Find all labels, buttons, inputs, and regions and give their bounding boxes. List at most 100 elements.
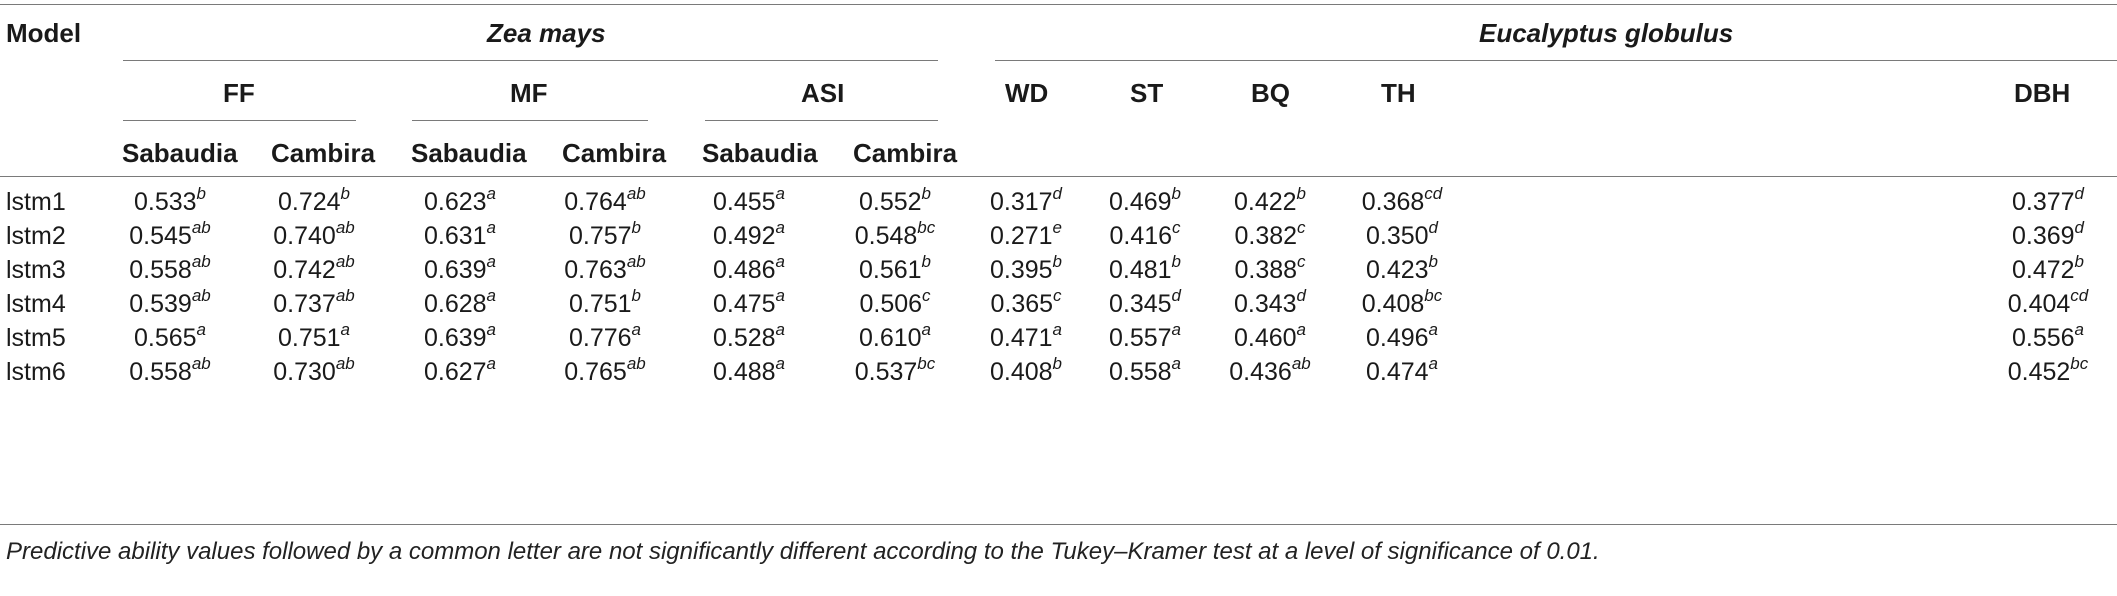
significance-letter: a <box>775 251 786 271</box>
significance-letter: ab <box>626 353 646 373</box>
significance-letter: bc <box>2070 353 2089 373</box>
cell-value: 0.556 <box>2011 324 2075 352</box>
significance-letter: a <box>775 319 786 339</box>
significance-letter: d <box>1052 183 1063 203</box>
significance-letter: a <box>921 319 932 339</box>
significance-letter: a <box>1171 319 1182 339</box>
significance-letter: c <box>1053 285 1062 305</box>
significance-letter: a <box>486 285 497 305</box>
cell-value: 0.631 <box>423 222 487 250</box>
significance-letter: a <box>486 353 497 373</box>
table-cell: 0.730ab <box>244 355 384 387</box>
bq-header: BQ <box>1251 78 1290 108</box>
cell-value: 0.369 <box>2011 222 2075 250</box>
significance-letter: ab <box>626 183 646 203</box>
table-cell: 0.408b <box>956 355 1096 387</box>
table-cell: 0.631a <box>390 219 530 251</box>
cell-value: 0.377 <box>2011 188 2075 216</box>
table-cell: 0.610a <box>825 321 965 353</box>
cell-value: 0.404 <box>2007 290 2071 318</box>
cell-value: 0.610 <box>858 324 922 352</box>
ff-cambira-header: Cambira <box>271 138 376 168</box>
cell-value: 0.382 <box>1234 222 1298 250</box>
significance-letter: a <box>631 319 642 339</box>
table-cell: 0.533b <box>100 185 240 217</box>
cell-value: 0.558 <box>1108 358 1172 386</box>
table-cell: 0.382c <box>1200 219 1340 251</box>
table-cell: 0.537bc <box>825 355 965 387</box>
cell-value: 0.742 <box>273 256 336 284</box>
table-cell: 0.345d <box>1075 287 1215 319</box>
cell-value: 0.757 <box>568 222 632 250</box>
cell-value: 0.343 <box>1233 290 1297 318</box>
significance-letter: a <box>1171 353 1182 373</box>
significance-letter: ab <box>335 353 355 373</box>
row-model-label: lstm5 <box>6 324 66 352</box>
ff-span-rule <box>123 120 356 121</box>
cell-value: 0.724 <box>277 188 341 216</box>
significance-letter: d <box>2074 183 2085 203</box>
significance-letter: e <box>1052 217 1063 237</box>
cell-value: 0.475 <box>712 290 776 318</box>
significance-letter: ab <box>191 353 211 373</box>
table-cell: 0.423b <box>1332 253 1472 285</box>
cell-value: 0.539 <box>129 290 192 318</box>
cell-value: 0.751 <box>277 324 341 352</box>
row-model-label: lstm4 <box>6 290 66 318</box>
significance-letter: a <box>775 353 786 373</box>
table-cell: 0.475a <box>679 287 819 319</box>
significance-letter: a <box>775 183 786 203</box>
table-cell: 0.558ab <box>100 355 240 387</box>
table-cell: 0.737ab <box>244 287 384 319</box>
table-cell: 0.724b <box>244 185 384 217</box>
significance-letter: b <box>340 183 351 203</box>
table-cell: 0.492a <box>679 219 819 251</box>
table-cell: 0.557a <box>1075 321 1215 353</box>
cell-value: 0.565 <box>133 324 197 352</box>
asi-span-rule <box>705 120 938 121</box>
cell-value: 0.474 <box>1365 358 1429 386</box>
significance-letter: a <box>1296 319 1307 339</box>
significance-letter: ab <box>191 217 211 237</box>
table-cell: 0.416c <box>1075 219 1215 251</box>
table-cell: 0.552b <box>825 185 965 217</box>
cell-value: 0.496 <box>1365 324 1429 352</box>
table-cell: 0.628a <box>390 287 530 319</box>
mf-sabaudia-header: Sabaudia <box>411 138 527 168</box>
mf-span-rule <box>412 120 648 121</box>
cell-value: 0.455 <box>712 188 776 216</box>
significance-letter: b <box>1296 183 1307 203</box>
significance-letter: ab <box>191 251 211 271</box>
table-cell: 0.757b <box>535 219 675 251</box>
cell-value: 0.395 <box>989 256 1053 284</box>
significance-letter: a <box>486 217 497 237</box>
significance-letter: d <box>1428 217 1439 237</box>
table-cell: 0.368cd <box>1332 185 1472 217</box>
table-cell: 0.558ab <box>100 253 240 285</box>
cell-value: 0.533 <box>133 188 197 216</box>
st-header: ST <box>1130 78 1164 108</box>
row-model-label: lstm3 <box>6 256 66 284</box>
significance-letter: d <box>1171 285 1182 305</box>
table-cell: 0.565a <box>100 321 240 353</box>
table-cell: 0.472b <box>1978 253 2117 285</box>
significance-letter: b <box>196 183 207 203</box>
table-cell: 0.742ab <box>244 253 384 285</box>
cell-value: 0.558 <box>129 358 192 386</box>
th-header: TH <box>1381 78 1416 108</box>
table-cell: 0.558a <box>1075 355 1215 387</box>
table-cell: 0.388c <box>1200 253 1340 285</box>
table-cell: 0.765ab <box>535 355 675 387</box>
significance-letter: a <box>1428 353 1439 373</box>
cell-value: 0.472 <box>2011 256 2075 284</box>
significance-letter: a <box>486 251 497 271</box>
significance-letter: a <box>486 183 497 203</box>
table-bottom-rule <box>0 524 2117 525</box>
table-cell: 0.763ab <box>535 253 675 285</box>
table-cell: 0.496a <box>1332 321 1472 353</box>
cell-value: 0.765 <box>564 358 627 386</box>
table-cell: 0.422b <box>1200 185 1340 217</box>
table-cell: 0.469b <box>1075 185 1215 217</box>
cell-value: 0.558 <box>129 256 192 284</box>
